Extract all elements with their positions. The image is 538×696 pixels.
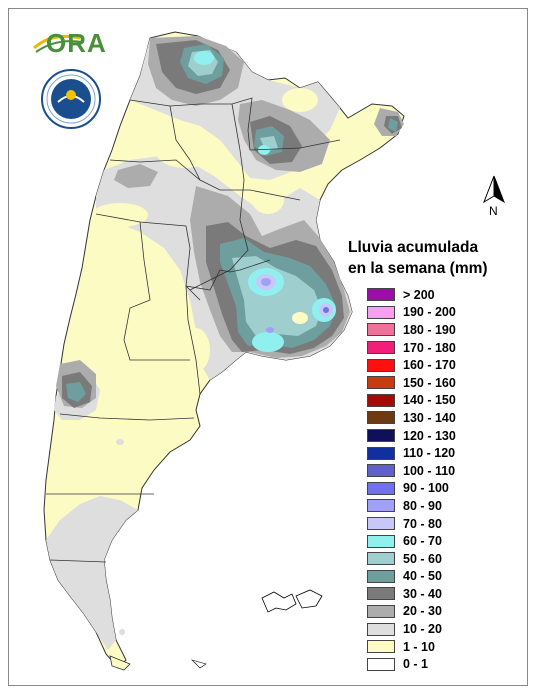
legend-item: 190 - 200: [367, 304, 517, 322]
legend-label: 40 - 50: [403, 569, 442, 584]
legend-swatch: [367, 552, 395, 566]
legend-item: 70 - 80: [367, 515, 517, 533]
legend-label: 190 - 200: [403, 305, 456, 320]
legend-label: 30 - 40: [403, 586, 442, 601]
legend-label: 10 - 20: [403, 622, 442, 637]
legend-title: Lluvia acumulada en la semana (mm): [348, 237, 523, 279]
legend-swatch: [367, 393, 395, 407]
legend-swatch: [367, 587, 395, 601]
legend: > 200 190 - 200 180 - 190 170 - 180 160 - 17…: [367, 286, 517, 673]
legend-swatch: [367, 534, 395, 548]
legend-item: 50 - 60: [367, 550, 517, 568]
legend-swatch: [367, 429, 395, 443]
legend-label: 60 - 70: [403, 534, 442, 549]
legend-item: 40 - 50: [367, 568, 517, 586]
legend-label: 70 - 80: [403, 516, 442, 531]
legend-item: 160 - 170: [367, 356, 517, 374]
legend-item: 60 - 70: [367, 532, 517, 550]
legend-swatch: [367, 481, 395, 495]
islands: [261, 589, 323, 613]
legend-swatch: [367, 657, 395, 671]
legend-label: 130 - 140: [403, 410, 456, 425]
legend-item: 20 - 30: [367, 603, 517, 621]
legend-swatch: [367, 569, 395, 583]
ora-logo-text: ORA: [46, 28, 107, 58]
legend-label: 180 - 190: [403, 322, 456, 337]
legend-swatch: [367, 305, 395, 319]
legend-swatch: [367, 376, 395, 390]
legend-label: 140 - 150: [403, 393, 456, 408]
legend-item: 110 - 120: [367, 444, 517, 462]
legend-swatch: [367, 517, 395, 531]
legend-item: 100 - 110: [367, 462, 517, 480]
legend-item: 80 - 90: [367, 497, 517, 515]
legend-swatch: [367, 622, 395, 636]
legend-swatch: [367, 288, 395, 302]
legend-item: > 200: [367, 286, 517, 304]
legend-swatch: [367, 464, 395, 478]
north-label: N: [489, 204, 498, 218]
legend-item: 90 - 100: [367, 480, 517, 498]
legend-label: 120 - 130: [403, 428, 456, 443]
legend-swatch: [367, 323, 395, 337]
legend-label: 1 - 10: [403, 639, 435, 654]
legend-item: 1 - 10: [367, 638, 517, 656]
legend-label: 80 - 90: [403, 498, 442, 513]
legend-item: 130 - 140: [367, 409, 517, 427]
ora-logo: ORA: [32, 24, 112, 60]
ora-swoosh-icon: [33, 34, 83, 53]
legend-item: 120 - 130: [367, 427, 517, 445]
legend-label: 150 - 160: [403, 375, 456, 390]
legend-swatch: [367, 640, 395, 654]
legend-item: 150 - 160: [367, 374, 517, 392]
legend-label: 20 - 30: [403, 604, 442, 619]
legend-item: 0 - 1: [367, 655, 517, 673]
legend-item: 170 - 180: [367, 339, 517, 357]
legend-label: > 200: [403, 287, 435, 302]
legend-label: 0 - 1: [403, 657, 429, 672]
legend-swatch: [367, 446, 395, 460]
legend-swatch: [367, 499, 395, 513]
legend-swatch: [367, 411, 395, 425]
legend-label: 160 - 170: [403, 358, 456, 373]
smn-logo: [40, 68, 102, 130]
legend-label: 90 - 100: [403, 481, 449, 496]
legend-label: 110 - 120: [403, 446, 456, 461]
smn-seal-icon: [41, 69, 101, 129]
legend-item: 30 - 40: [367, 585, 517, 603]
legend-label: 170 - 180: [403, 340, 456, 355]
north-arrow-icon: [483, 175, 505, 204]
legend-item: 180 - 190: [367, 321, 517, 339]
legend-label: 100 - 110: [403, 463, 456, 478]
legend-swatch: [367, 341, 395, 355]
legend-item: 140 - 150: [367, 392, 517, 410]
legend-item: 10 - 20: [367, 620, 517, 638]
legend-label: 50 - 60: [403, 551, 442, 566]
legend-swatch: [367, 358, 395, 372]
legend-title-line1: Lluvia acumulada: [348, 239, 479, 256]
legend-title-line2: en la semana (mm): [348, 260, 488, 277]
legend-swatch: [367, 604, 395, 618]
